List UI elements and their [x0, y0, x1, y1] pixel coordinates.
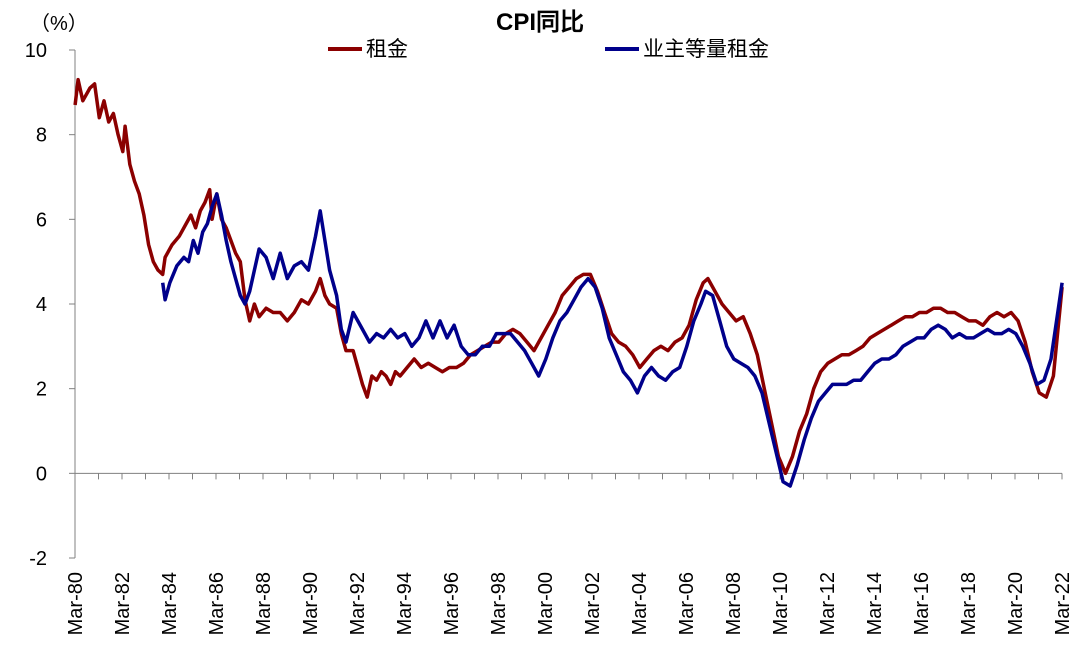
x-axis-ticks: Mar-80 Mar-82 Mar-84 Mar-86 Mar-88 Mar-90 Mar-… [65, 473, 1074, 635]
x-tick-label: Mar-08 [723, 572, 745, 635]
x-tick-label: Mar-84 [159, 572, 181, 635]
x-tick-label: Mar-96 [441, 572, 463, 635]
y-tick-label: 2 [36, 379, 47, 401]
chart-title: CPI同比 [496, 9, 584, 36]
x-tick-label: Mar-04 [629, 572, 651, 635]
x-tick-label: Mar-20 [1005, 572, 1027, 635]
x-tick-label: Mar-02 [582, 572, 604, 635]
y-tick-label: 10 [25, 40, 47, 62]
y-tick-label: 4 [36, 294, 47, 316]
axes [74, 50, 1062, 558]
x-tick-label: Mar-88 [253, 572, 275, 635]
x-tick-label: Mar-94 [394, 572, 416, 635]
y-tick-label: 8 [36, 125, 47, 147]
x-tick-label: Mar-98 [488, 572, 510, 635]
x-tick-label: Mar-06 [676, 572, 698, 635]
x-tick-label: Mar-12 [817, 572, 839, 635]
y-tick-label: 0 [36, 463, 47, 485]
x-tick-label: Mar-90 [300, 572, 322, 635]
x-tick-label: Mar-82 [112, 572, 134, 635]
series-line-oer [160, 192, 1064, 488]
x-tick-label: Mar-10 [770, 572, 792, 635]
x-tick-label: Mar-00 [535, 572, 557, 635]
x-tick-label: Mar-22 [1052, 572, 1074, 635]
y-tick-label: -2 [29, 548, 47, 570]
x-tick-label: Mar-16 [911, 572, 933, 635]
x-tick-label: Mar-92 [347, 572, 369, 635]
y-tick-label: 6 [36, 209, 47, 231]
legend-label-oer: 业主等量租金 [643, 38, 769, 61]
series-line-rent [73, 77, 1064, 476]
x-tick-label: Mar-14 [864, 572, 886, 635]
legend: 租金 业主等量租金 [328, 38, 769, 61]
x-tick-label: Mar-80 [65, 572, 87, 635]
y-axis-ticks: -2 0 2 4 6 8 10 [25, 40, 75, 570]
x-tick-label: Mar-86 [206, 572, 228, 635]
legend-label-rent: 租金 [366, 38, 408, 61]
x-tick-label: Mar-18 [958, 572, 980, 635]
unit-label: （%） [30, 12, 88, 35]
series-lines [73, 77, 1064, 488]
